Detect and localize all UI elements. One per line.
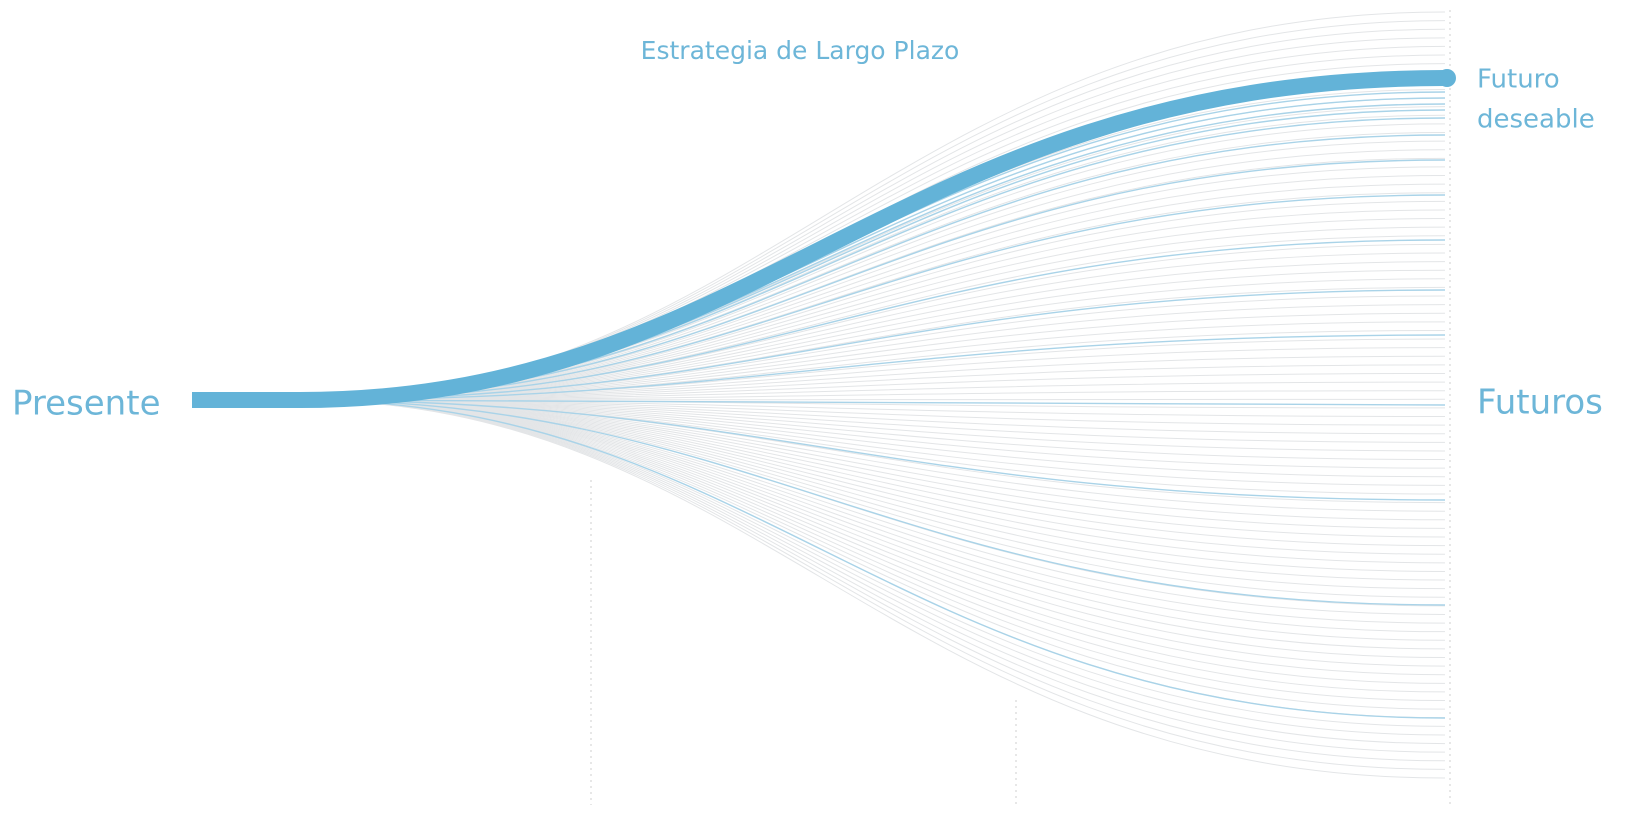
blue-path	[192, 399, 1446, 501]
blue-path	[192, 289, 1446, 401]
gray-path	[192, 399, 1446, 572]
gray-path	[192, 399, 1446, 650]
gray-path	[192, 399, 1446, 702]
blue-path	[192, 399, 1446, 406]
gray-path	[192, 399, 1446, 435]
blue-path	[192, 399, 1446, 719]
gray-path	[192, 399, 1446, 469]
gray-path	[192, 399, 1446, 745]
blue-path	[192, 399, 1446, 606]
gray-path	[192, 399, 1446, 607]
gray-path	[192, 71, 1446, 401]
goal-label: Futuro	[1477, 65, 1560, 95]
gray-path	[192, 399, 1446, 659]
blue-path	[192, 334, 1446, 401]
gray-path	[192, 399, 1446, 753]
future-paths	[192, 11, 1456, 779]
gray-path	[192, 399, 1446, 486]
gray-path	[192, 399, 1446, 779]
gray-path	[192, 399, 1446, 762]
title: Estrategia de Largo Plazo	[641, 36, 960, 65]
gray-path	[192, 304, 1446, 401]
gray-path	[192, 399, 1446, 538]
gray-path	[192, 149, 1446, 401]
goal-dot	[1438, 69, 1456, 87]
gray-path	[192, 80, 1446, 401]
start-label: Presente	[12, 384, 160, 424]
gray-path	[192, 399, 1446, 461]
gray-path	[192, 399, 1446, 676]
gray-path	[192, 399, 1446, 684]
desired-path	[192, 70, 1446, 408]
gray-path	[192, 140, 1446, 401]
gray-path	[192, 312, 1446, 401]
gray-path	[192, 399, 1446, 770]
guides	[590, 10, 1451, 805]
goal-label: deseable	[1477, 105, 1595, 135]
futures-label: Futuros	[1477, 383, 1603, 423]
